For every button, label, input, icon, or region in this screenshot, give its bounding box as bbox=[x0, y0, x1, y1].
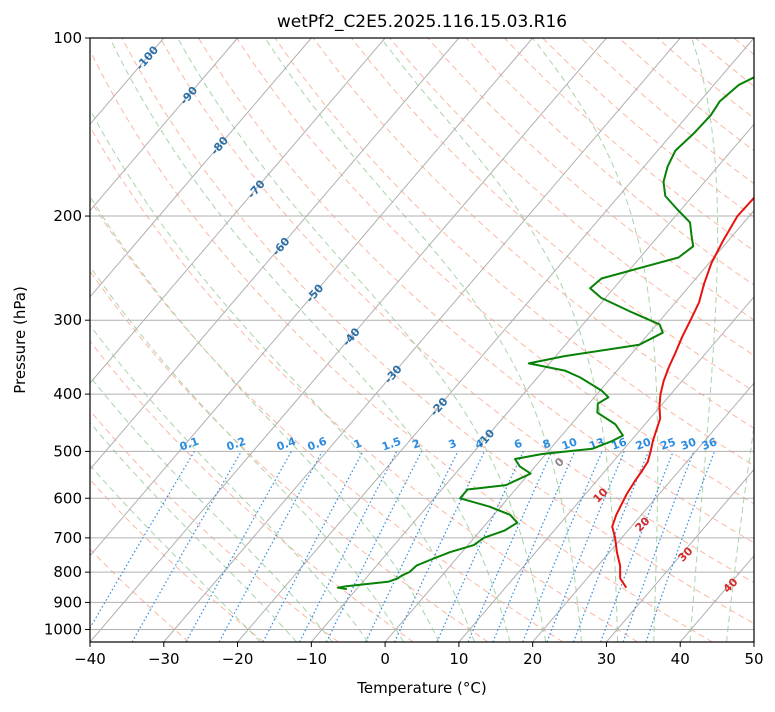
x-tick-label: −40 bbox=[74, 650, 106, 668]
y-tick-label: 100 bbox=[53, 29, 82, 47]
x-tick-label: 30 bbox=[597, 650, 616, 668]
y-axis-title: Pressure (hPa) bbox=[11, 286, 29, 394]
x-tick-label: −20 bbox=[222, 650, 254, 668]
x-tick-label: 40 bbox=[671, 650, 690, 668]
y-tick-label: 400 bbox=[53, 385, 82, 403]
x-tick-label: −30 bbox=[148, 650, 180, 668]
y-tick-label: 200 bbox=[53, 207, 82, 225]
x-axis-title: Temperature (°C) bbox=[356, 679, 486, 697]
x-tick-label: 0 bbox=[380, 650, 390, 668]
x-tick-label: 10 bbox=[449, 650, 468, 668]
x-tick-label: −10 bbox=[296, 650, 328, 668]
y-tick-label: 300 bbox=[53, 311, 82, 329]
x-tick-label: 20 bbox=[523, 650, 542, 668]
x-tick-label: 50 bbox=[744, 650, 763, 668]
chart-title: wetPf2_C2E5.2025.116.15.03.R16 bbox=[277, 12, 567, 32]
y-tick-label: 1000 bbox=[44, 620, 82, 638]
y-tick-label: 500 bbox=[53, 442, 82, 460]
y-tick-label: 600 bbox=[53, 489, 82, 507]
y-tick-label: 700 bbox=[53, 529, 82, 547]
y-tick-label: 800 bbox=[53, 563, 82, 581]
y-tick-label: 900 bbox=[53, 593, 82, 611]
